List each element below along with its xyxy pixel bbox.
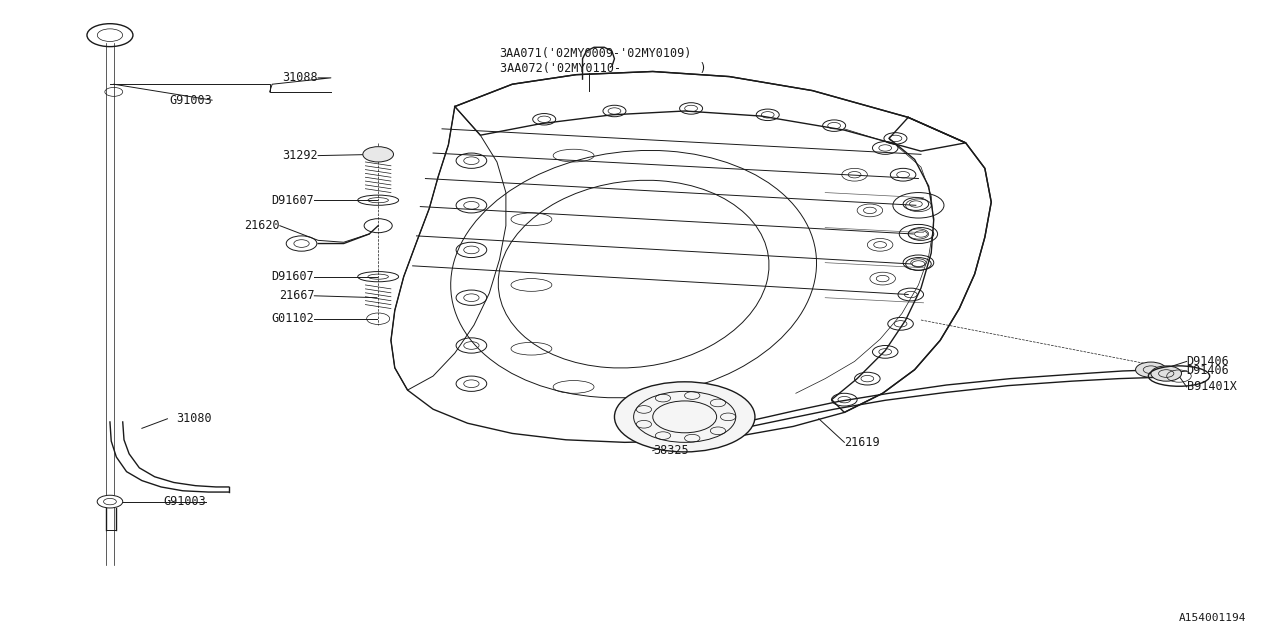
Text: 3AA071('02MY0009-'02MY0109): 3AA071('02MY0009-'02MY0109) [499,47,692,60]
Circle shape [97,495,123,508]
Text: 31080: 31080 [177,412,212,425]
Text: D91607: D91607 [271,194,315,207]
Circle shape [614,382,755,452]
Text: 38325: 38325 [653,444,689,457]
Text: B91401X: B91401X [1187,380,1236,394]
Text: 21620: 21620 [244,219,280,232]
Text: G91003: G91003 [163,495,206,508]
Text: G01102: G01102 [271,312,315,325]
Circle shape [1151,366,1181,381]
Circle shape [1135,362,1166,378]
Text: D91406: D91406 [1187,364,1229,378]
Text: 21667: 21667 [279,289,315,302]
Text: 31292: 31292 [283,149,319,162]
Text: 21619: 21619 [845,436,879,449]
Text: D91406: D91406 [1187,355,1229,368]
Text: 3AA072('02MY0110-           ): 3AA072('02MY0110- ) [499,62,707,75]
Circle shape [362,147,393,162]
Text: 31088: 31088 [283,71,319,84]
Text: D91607: D91607 [271,270,315,283]
Text: G91003: G91003 [169,93,212,107]
Text: A154001194: A154001194 [1179,612,1247,623]
